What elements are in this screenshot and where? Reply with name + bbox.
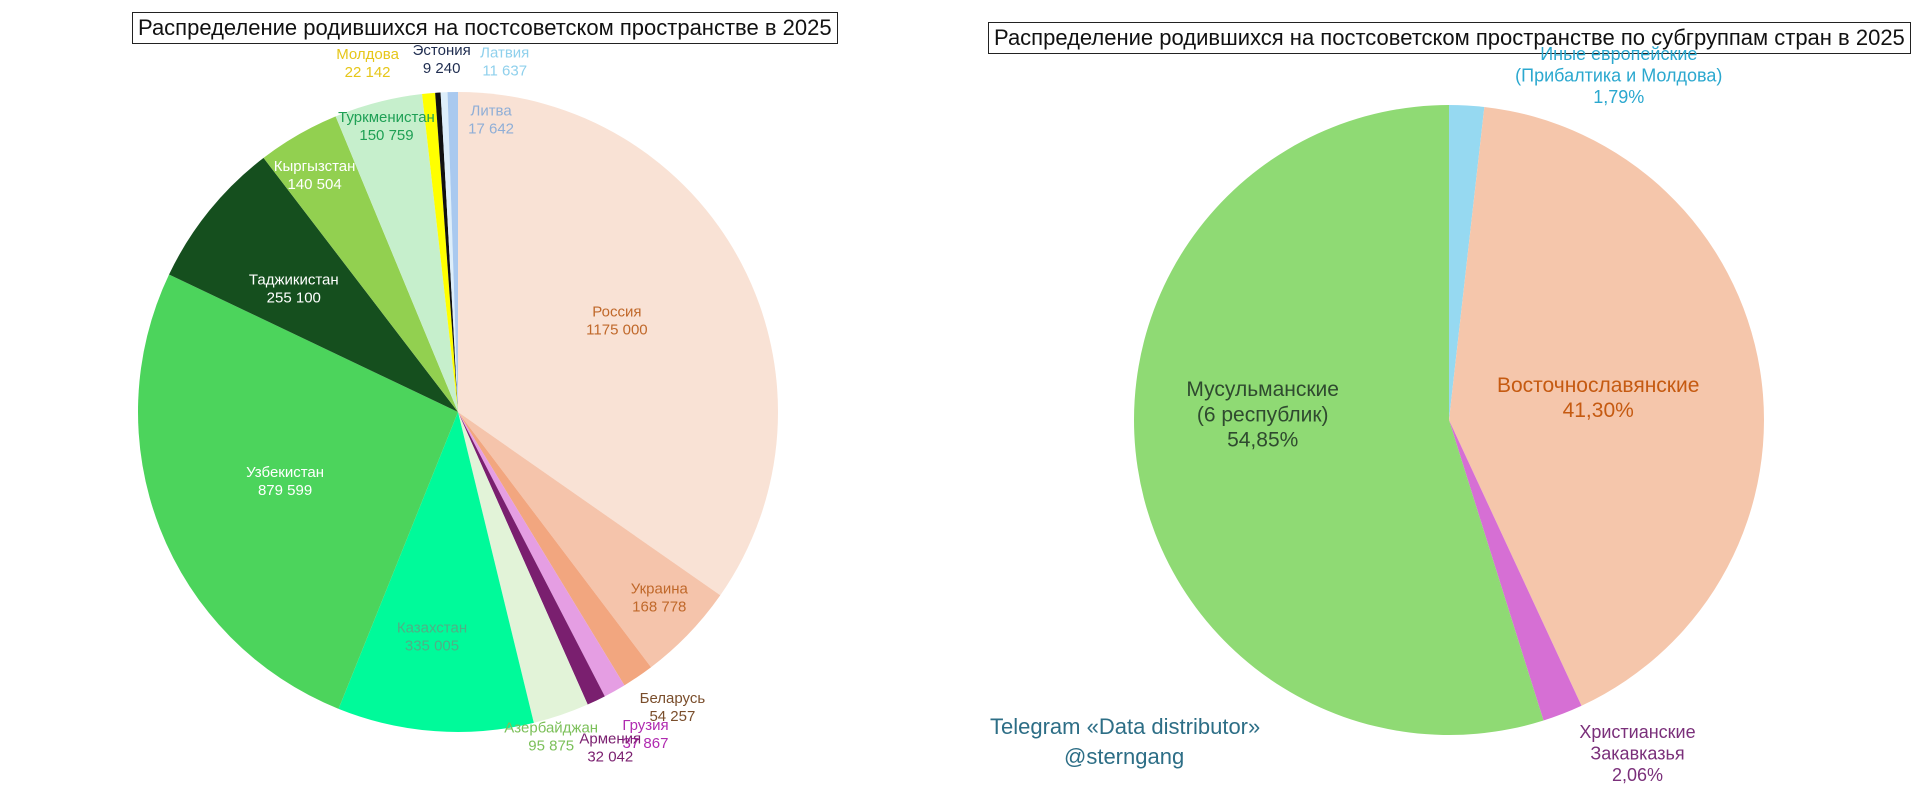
pie-slice-8 [169, 157, 459, 412]
slice-label-1: Украина 168 778 [631, 581, 689, 616]
chart-title-left: Распределение родившихся на постсоветско… [132, 12, 838, 44]
pie-left: Россия 1175 000 Украина 168 778 Беларусь 54 2… [137, 42, 779, 765]
slice-label-3: Грузия 37 867 [622, 717, 668, 752]
pie-slice-3 [458, 412, 625, 697]
pie-slice-0 [1449, 105, 1485, 420]
pie-slice-9 [263, 116, 458, 412]
slice-label-7: Узбекистан 879 599 [246, 464, 324, 499]
pie-slice-2 [1449, 420, 1582, 721]
credit-line-2: @sterngang [1064, 744, 1185, 769]
slice-label-14: Литва 17 642 [468, 103, 514, 138]
pie-slice-13 [440, 92, 458, 413]
telegram-credit: Telegram «Data distributor» @sterngang [990, 712, 1260, 772]
pie-slice-11 [422, 92, 458, 412]
slice-label-3: Мусульманские (6 республик) 54,85% [1186, 378, 1339, 451]
slice-label-0: Иные европейские (Прибалтика и Молдова) 1,… [1515, 44, 1722, 107]
slice-label-10: Туркменистан 150 759 [338, 109, 435, 144]
pie-slice-12 [435, 92, 458, 412]
pie-slice-5 [458, 412, 588, 723]
slice-label-2: Беларусь 54 257 [640, 690, 706, 725]
slice-label-8: Таджикистан 255 100 [249, 271, 339, 306]
slice-label-5: Азербайджан 95 875 [504, 719, 598, 754]
slice-label-4: Армения 32 042 [579, 730, 641, 765]
slice-label-1: Восточнославянские 41,30% [1497, 374, 1699, 422]
pie-slice-2 [458, 412, 652, 686]
pie-slice-3 [1134, 105, 1544, 735]
pie-slice-4 [458, 412, 605, 705]
slice-label-12: Эстония 9 240 [413, 42, 471, 77]
pie-slice-7 [137, 274, 458, 709]
slice-label-11: Молдова 22 142 [336, 46, 399, 81]
slice-label-13: Латвия 11 637 [480, 45, 529, 80]
slice-label-9: Кыргызстан 140 504 [274, 158, 356, 193]
pie-slice-6 [338, 412, 534, 733]
pie-slice-1 [1449, 106, 1764, 706]
pie-right: Иные европейские (Прибалтика и Молдова) 1,… [1134, 44, 1764, 785]
pie-slice-14 [447, 91, 458, 412]
slice-label-6: Казахстан 335 005 [397, 620, 467, 655]
credit-line-1: Telegram «Data distributor» [990, 714, 1261, 739]
slice-label-2: Христианские Закавказья 2,06% [1579, 722, 1695, 785]
chart-title-right: Распределение родившихся на постсоветско… [988, 22, 1911, 54]
pie-slice-0 [458, 92, 779, 596]
slice-label-0: Россия 1175 000 [586, 304, 647, 339]
pie-slice-1 [458, 412, 721, 668]
pie-slice-10 [335, 94, 458, 412]
